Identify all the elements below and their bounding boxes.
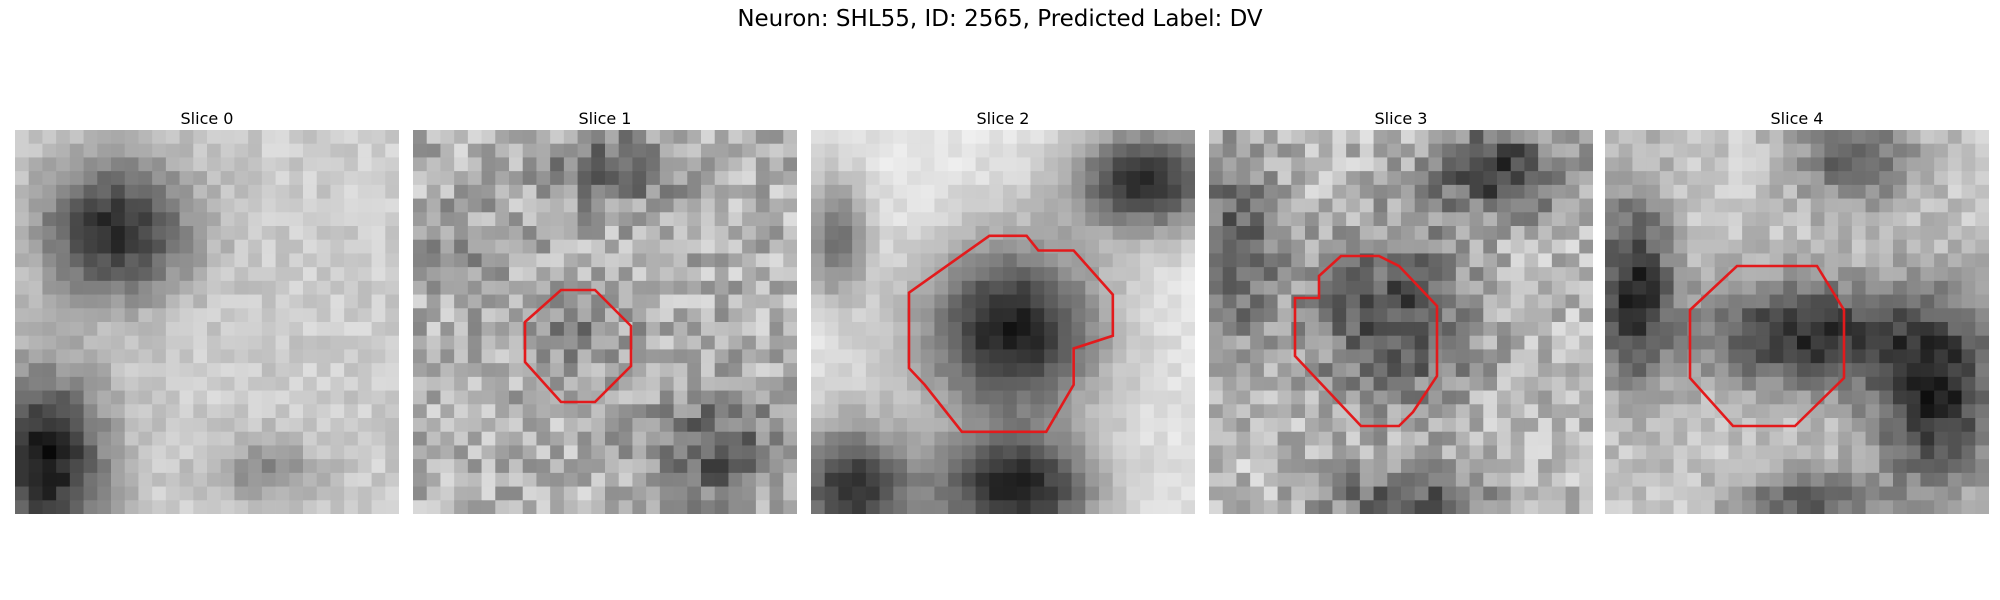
slice-title-4: Slice 4	[1770, 109, 1824, 128]
slice-title-3: Slice 3	[1374, 109, 1428, 128]
slice-panel-0: Slice 0	[15, 108, 399, 514]
slice-title-1: Slice 1	[578, 109, 632, 128]
slice-image-0	[15, 130, 399, 514]
roi-outline-2	[907, 234, 1115, 434]
slice-image-1	[413, 130, 797, 514]
slice-panel-4: Slice 4	[1605, 108, 1989, 514]
slice-title-2: Slice 2	[976, 109, 1030, 128]
roi-outline-1	[523, 288, 633, 404]
slice-image-3	[1209, 130, 1593, 514]
roi-outline-4	[1688, 264, 1846, 428]
figure-title: Neuron: SHL55, ID: 2565, Predicted Label…	[737, 6, 1263, 32]
slice-panel-1: Slice 1	[413, 108, 797, 514]
roi-outline-3	[1293, 254, 1439, 428]
slice-image-4	[1605, 130, 1989, 514]
slice-image-2	[811, 130, 1195, 514]
slice-panel-3: Slice 3	[1209, 108, 1593, 514]
slice-panel-2: Slice 2	[811, 108, 1195, 514]
slice-title-0: Slice 0	[180, 109, 234, 128]
